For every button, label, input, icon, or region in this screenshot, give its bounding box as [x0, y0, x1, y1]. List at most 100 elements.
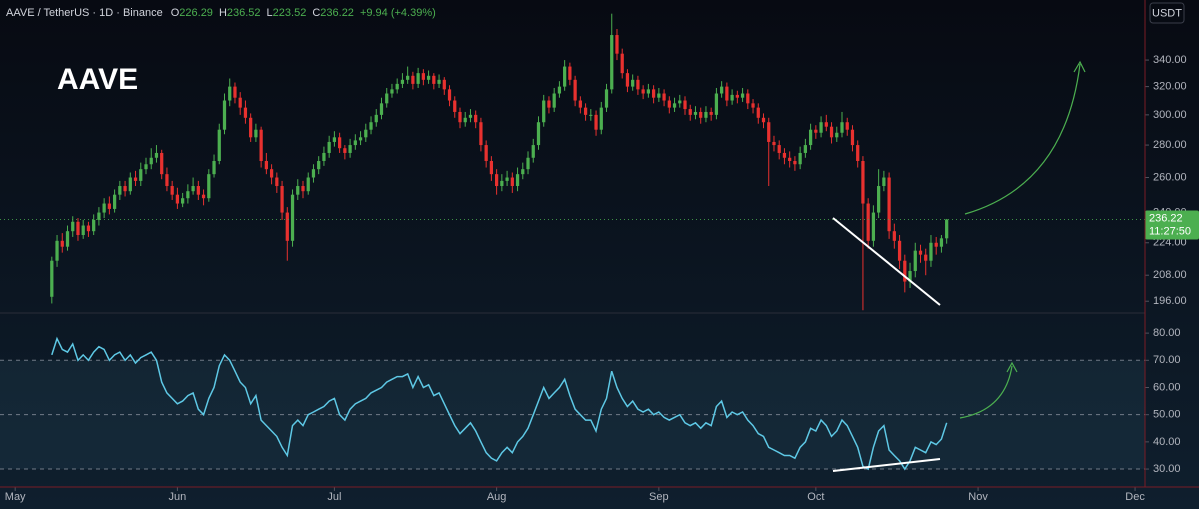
candle-body [515, 174, 520, 187]
trend-line [832, 458, 941, 472]
candle-body [453, 100, 457, 112]
candle-body [280, 186, 284, 213]
x-tick-label: Oct [807, 491, 824, 503]
candle-body [625, 73, 630, 87]
candle-body [819, 122, 823, 133]
candle-body [207, 174, 211, 199]
candle-body [657, 93, 661, 98]
candle-body [578, 100, 582, 108]
candle-body [212, 160, 216, 175]
candle-body [615, 35, 619, 54]
candle-body [835, 132, 839, 138]
candle-body [243, 107, 248, 118]
candle-body [269, 169, 274, 178]
candle-body [432, 75, 436, 84]
candle-body [583, 107, 588, 115]
candle-body [740, 93, 745, 98]
candle-body [589, 114, 593, 116]
candle-body [317, 160, 321, 170]
candle-body [536, 122, 541, 146]
candle-body [521, 169, 525, 175]
candle-body [939, 238, 944, 247]
candle-body [897, 240, 902, 261]
candle-body [829, 126, 834, 138]
countdown: 11:27:50 [1149, 225, 1191, 237]
candle-body [620, 53, 624, 74]
candle-body [322, 152, 326, 161]
candle-body [924, 254, 928, 261]
candle-body [102, 203, 106, 213]
candle-body [217, 129, 221, 161]
candle-body [714, 93, 719, 115]
ohlc-label: O [171, 7, 180, 19]
candle-body [782, 152, 787, 158]
candle-body [191, 186, 195, 192]
candle-body [526, 157, 530, 170]
y-tick-label: 30.00 [1153, 463, 1181, 475]
last-price-label: 236.22 [1149, 212, 1183, 224]
candle-body [845, 122, 849, 130]
candle-body [494, 174, 499, 187]
candle-body [123, 186, 127, 192]
candle-body [500, 180, 504, 187]
candle-body [547, 100, 551, 108]
candle-body [385, 93, 389, 104]
x-tick-label: Aug [487, 491, 507, 503]
candle-body [871, 212, 876, 241]
candle-body [379, 103, 384, 115]
candle-body [259, 129, 263, 161]
candle-body [610, 35, 614, 90]
candle-body [181, 198, 185, 204]
candle-body [275, 177, 279, 187]
candle-body [358, 137, 363, 141]
candle-body [416, 73, 420, 84]
candle-body [374, 114, 378, 123]
candle-body [254, 129, 258, 138]
y-tick-label: 80.00 [1153, 327, 1181, 339]
candle-body [128, 177, 132, 192]
candle-body [824, 122, 828, 127]
candle-body [892, 231, 896, 241]
candle-body [604, 89, 609, 108]
candle-body [327, 141, 331, 153]
candle-body [840, 122, 844, 133]
x-tick-label: May [5, 491, 26, 503]
y-tick-label: 224.00 [1153, 237, 1187, 249]
candle-body [641, 89, 645, 94]
candle-body [463, 117, 467, 123]
y-tick-label: 196.00 [1153, 295, 1187, 307]
candle-body [751, 103, 755, 108]
candle-body [850, 129, 855, 146]
candle-body [882, 177, 886, 187]
candle-body [814, 129, 818, 133]
candle-body [133, 177, 138, 181]
candle-body [479, 122, 483, 146]
candle-body [447, 89, 452, 101]
candle-body [808, 129, 813, 146]
currency: USDT [1152, 7, 1182, 19]
candle-body [76, 221, 80, 236]
candle-body [798, 152, 802, 165]
candle-body [636, 79, 640, 90]
candle-body [170, 186, 174, 195]
candle-body [505, 177, 509, 181]
candle-body [118, 186, 122, 195]
candle-body [594, 114, 598, 130]
candle-body [735, 94, 739, 98]
candle-body [364, 129, 368, 138]
candle-body [332, 137, 337, 142]
candle-body [866, 203, 870, 241]
candle-body [908, 271, 912, 282]
candle-body [86, 225, 91, 232]
candle-body [165, 174, 169, 187]
candle-body [175, 194, 180, 204]
candle-body [683, 100, 687, 110]
ohlc-value: 236.22 [320, 7, 354, 19]
candle-body [92, 219, 96, 232]
candle-body [249, 117, 253, 138]
candle-body [411, 75, 415, 84]
ohlc-value: 236.52 [227, 7, 261, 19]
candle-body [688, 109, 692, 115]
